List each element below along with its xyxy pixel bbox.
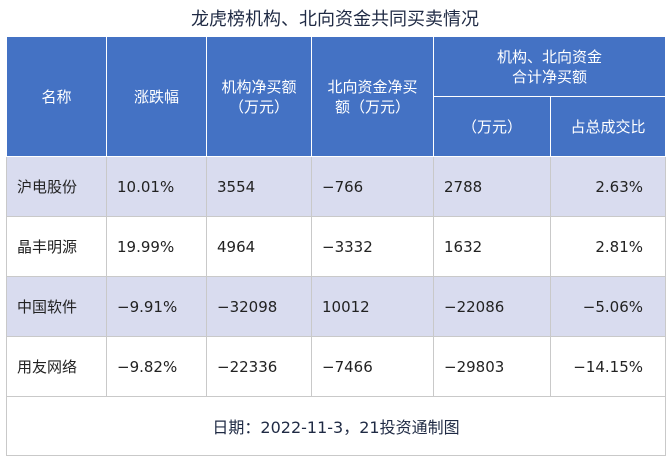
cell-ratio: −5.06% — [549, 276, 667, 337]
header-inst-net: 机构净买额 （万元） — [206, 36, 312, 157]
table-row: 中国软件 −9.91% −32098 10012 −22086 −5.06% — [6, 276, 667, 337]
footer-row: 日期：2022-11-3，21投资通制图 — [5, 396, 667, 456]
header-combined-group: 机构、北向资金 合计净买额 — [432, 36, 667, 97]
cell-change: 19.99% — [106, 216, 207, 277]
cell-change: −9.91% — [106, 276, 207, 337]
cell-combined: −22086 — [433, 276, 551, 337]
cell-inst-net: 3554 — [206, 156, 312, 217]
header-north-net: 北向资金净买 额（万元） — [311, 36, 434, 157]
cell-north-net: 10012 — [311, 276, 434, 337]
footer-text: 日期：2022-11-3，21投资通制图 — [5, 396, 667, 456]
cell-name: 沪电股份 — [6, 156, 107, 217]
table-row: 晶丰明源 19.99% 4964 −3332 1632 2.81% — [6, 216, 667, 277]
cell-inst-net: 4964 — [206, 216, 312, 277]
cell-inst-net: −32098 — [206, 276, 312, 337]
cell-change: −9.82% — [106, 336, 207, 397]
cell-ratio: −14.15% — [549, 336, 667, 397]
cell-name: 晶丰明源 — [6, 216, 107, 277]
cell-ratio: 2.81% — [549, 216, 667, 277]
header-combined-ratio: 占总成交比 — [549, 96, 667, 157]
header-name: 名称 — [6, 36, 107, 157]
cell-north-net: −3332 — [311, 216, 434, 277]
cell-combined: 2788 — [433, 156, 551, 217]
cell-ratio: 2.63% — [549, 156, 667, 217]
header-combined-amount: （万元） — [433, 96, 551, 157]
table-row: 用友网络 −9.82% −22336 −7466 −29803 −14.15% — [6, 336, 667, 397]
cell-combined: 1632 — [433, 216, 551, 277]
table-title: 龙虎榜机构、北向资金共同买卖情况 — [191, 9, 479, 30]
cell-change: 10.01% — [106, 156, 207, 217]
cell-combined: −29803 — [433, 336, 551, 397]
cell-north-net: −7466 — [311, 336, 434, 397]
table-row: 沪电股份 10.01% 3554 −766 2788 2.63% — [6, 156, 667, 217]
cell-name: 用友网络 — [6, 336, 107, 397]
data-table: 名称 涨跌幅 机构净买额 （万元） 北向资金净买 额（万元） 机构、北向资金 合… — [5, 36, 667, 456]
cell-name: 中国软件 — [6, 276, 107, 337]
cell-inst-net: −22336 — [206, 336, 312, 397]
header-change: 涨跌幅 — [106, 36, 207, 157]
cell-north-net: −766 — [311, 156, 434, 217]
